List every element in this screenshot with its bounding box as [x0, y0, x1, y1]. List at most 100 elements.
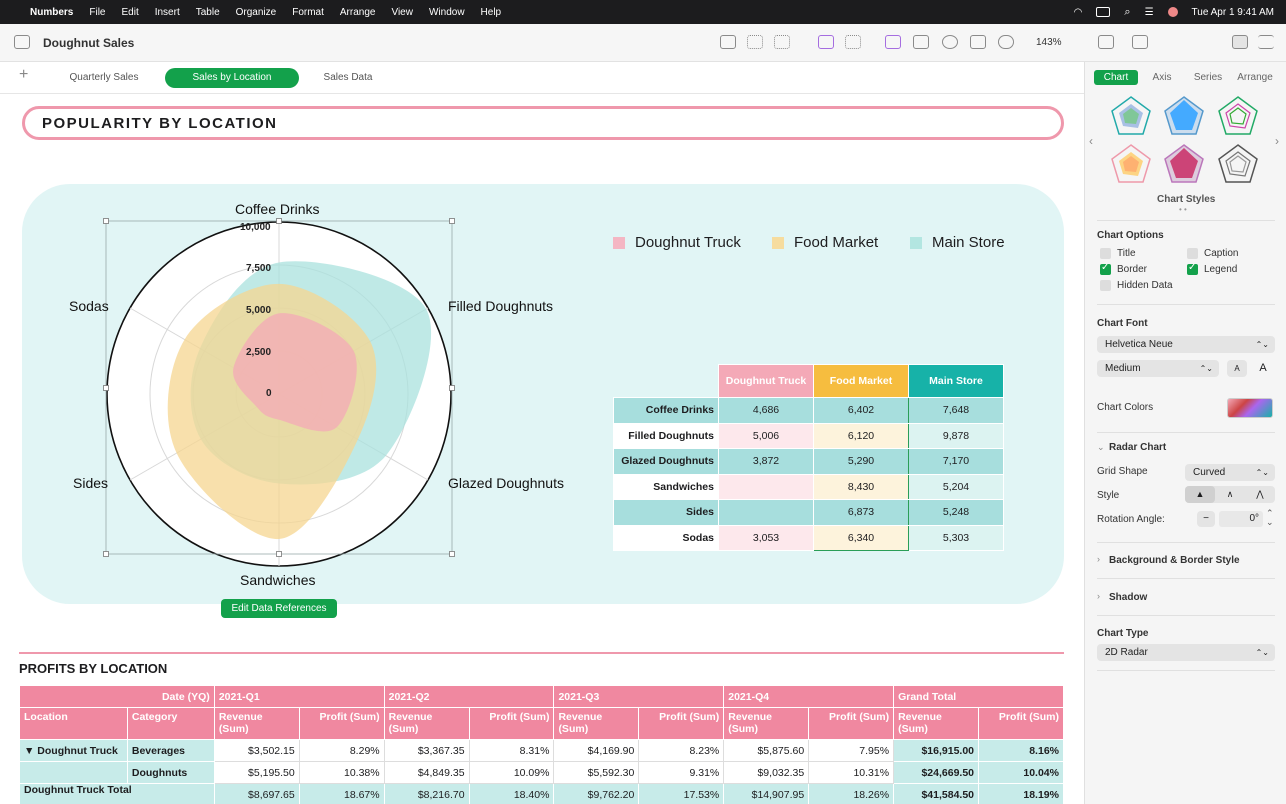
pivot-cell[interactable] [19, 761, 128, 784]
chart-style-1[interactable] [1109, 94, 1153, 138]
pivot-cell[interactable]: ▼ Doughnut Truck [19, 739, 128, 762]
menu-view[interactable]: View [391, 6, 413, 18]
pivot-cell[interactable]: $5,875.60 [723, 739, 810, 762]
radar-style-segmented[interactable]: ▲ ∧ ⋀ [1185, 486, 1275, 503]
menu-arrange[interactable]: Arrange [339, 6, 376, 18]
pivot-header-q3[interactable]: 2021-Q3 [553, 685, 725, 708]
pivot-cell[interactable]: 8.23% [638, 739, 725, 762]
title-banner[interactable]: POPULARITY BY LOCATION [22, 106, 1064, 140]
pivot-cell[interactable]: $16,915.00 [893, 739, 980, 762]
background-border-label[interactable]: Background & Border Style [1109, 555, 1240, 566]
siri-icon[interactable] [1167, 7, 1178, 17]
increase-font-button[interactable]: A [1259, 362, 1267, 374]
copy-icon[interactable] [970, 35, 986, 49]
chart-style-3[interactable] [1216, 94, 1260, 138]
chart-colors-swatch[interactable] [1227, 398, 1273, 418]
pivot-cell[interactable]: $9,762.20 [553, 783, 640, 804]
radar-disclosure-icon[interactable]: ⌄ [1097, 442, 1105, 452]
header-doughnut-truck[interactable]: Doughnut Truck [718, 364, 814, 398]
pivot-cell[interactable]: $4,849.35 [383, 761, 470, 784]
sidebar-tab-arrange[interactable]: Arrange [1237, 72, 1273, 83]
pivot-cell[interactable]: $5,592.30 [553, 761, 640, 784]
pivot-cell[interactable]: Doughnut Truck Total [19, 783, 215, 804]
control-center-icon[interactable]: ☰ [1144, 6, 1154, 18]
pivot-header-q2[interactable]: 2021-Q2 [383, 685, 555, 708]
list-icon[interactable] [747, 35, 763, 49]
shadow-disclosure-icon[interactable]: › [1097, 591, 1100, 601]
border-checkbox[interactable] [1100, 262, 1111, 275]
pivot-cell[interactable]: $4,169.90 [553, 739, 640, 762]
shape-icon[interactable] [885, 35, 901, 49]
table-cell[interactable]: 6,340 [813, 524, 909, 551]
pivot-header-cell[interactable]: Revenue (Sum) [723, 707, 810, 740]
table-cell[interactable]: 8,430 [813, 473, 909, 500]
profits-table[interactable]: Date (YQ) 2021-Q1 2021-Q2 2021-Q3 2021-Q… [19, 685, 1064, 804]
row-label[interactable]: Sandwiches [613, 473, 719, 500]
sidebar-tab-chart[interactable]: Chart [1094, 70, 1138, 85]
pivot-header-cell[interactable]: Profit (Sum) [468, 707, 555, 740]
header-food-market[interactable]: Food Market [813, 364, 909, 398]
chart-icon[interactable] [942, 35, 958, 49]
sheet-canvas[interactable]: POPULARITY BY LOCATION Coffee Drinks Fil… [0, 94, 1084, 804]
table-cell[interactable]: 3,872 [718, 448, 814, 475]
pivot-cell[interactable]: 8.31% [468, 739, 555, 762]
pivot-cell[interactable]: 18.26% [808, 783, 895, 804]
row-label[interactable]: Coffee Drinks [613, 397, 719, 424]
zoom-menu[interactable]: 143% [1036, 37, 1062, 48]
pivot-cell[interactable]: 18.67% [298, 783, 385, 804]
organize-icon[interactable] [1258, 35, 1274, 49]
tab-sales-data[interactable]: Sales Data [323, 72, 373, 83]
style-dots-icon[interactable]: ⋀ [1256, 489, 1264, 499]
menu-datetime[interactable]: Tue Apr 1 9:41 AM [1191, 6, 1274, 18]
search-icon[interactable]: ⌕ [1124, 5, 1131, 18]
menu-format[interactable]: Format [292, 6, 324, 18]
table-cell[interactable]: 6,120 [813, 422, 909, 449]
table-cell[interactable]: 6,402 [813, 397, 909, 424]
table-cell[interactable]: 7,170 [908, 448, 1004, 475]
font-family-popup[interactable]: Helvetica Neue [1097, 336, 1275, 353]
attachment-icon[interactable] [998, 35, 1014, 49]
pivot-cell[interactable]: 8.16% [978, 739, 1064, 762]
table-cell[interactable]: 5,248 [908, 499, 1004, 526]
pivot-cell[interactable]: $9,032.35 [723, 761, 810, 784]
format-brush-icon[interactable] [1232, 35, 1248, 49]
pivot-cell[interactable]: $5,195.50 [213, 761, 300, 784]
grid-shape-popup[interactable]: Curved [1185, 464, 1275, 481]
pivot-header-q4[interactable]: 2021-Q4 [723, 685, 895, 708]
table-cell[interactable]: 5,303 [908, 524, 1004, 551]
pivot-header-cell[interactable]: Revenue (Sum) [553, 707, 640, 740]
radar-chart-label[interactable]: Radar Chart [1109, 442, 1167, 453]
pivot-header-grand-total[interactable]: Grand Total [893, 685, 1064, 708]
menu-window[interactable]: Window [428, 6, 465, 18]
decrease-font-button[interactable]: A [1227, 360, 1247, 377]
table-cell[interactable]: 9,878 [908, 422, 1004, 449]
pivot-header-cell[interactable]: Revenue (Sum) [383, 707, 470, 740]
menu-organize[interactable]: Organize [235, 6, 277, 18]
chart-style-2[interactable] [1162, 94, 1206, 138]
page-dots[interactable]: • • [1179, 205, 1187, 214]
rotation-decrease-button[interactable]: − [1197, 511, 1215, 527]
pivot-header-q1[interactable]: 2021-Q1 [213, 685, 385, 708]
font-weight-popup[interactable]: Medium [1097, 360, 1219, 377]
pivot-cell[interactable]: $3,502.15 [213, 739, 300, 762]
row-label[interactable]: Glazed Doughnuts [613, 448, 719, 475]
pivot-cell[interactable]: Beverages [126, 739, 215, 762]
table-cell[interactable] [718, 473, 814, 500]
menu-table[interactable]: Table [195, 6, 220, 18]
pivot-cell[interactable]: $3,367.35 [383, 739, 470, 762]
table-add-icon[interactable] [774, 35, 790, 49]
pivot-cell[interactable]: 18.19% [978, 783, 1064, 804]
pivot-cell[interactable]: 10.04% [978, 761, 1064, 784]
sidebar-toggle-icon[interactable] [14, 35, 30, 49]
legend-checkbox[interactable] [1187, 262, 1198, 275]
chart-style-6[interactable] [1216, 142, 1260, 186]
share-icon[interactable] [1132, 35, 1148, 49]
pivot-cell[interactable]: $8,216.70 [383, 783, 470, 804]
table-cell[interactable]: 5,006 [718, 422, 814, 449]
shadow-label[interactable]: Shadow [1109, 592, 1148, 603]
tab-quarterly-sales[interactable]: Quarterly Sales [69, 72, 139, 83]
media-icon[interactable] [818, 35, 834, 49]
table-cell[interactable]: 6,873 [813, 499, 909, 526]
header-main-store[interactable]: Main Store [908, 364, 1004, 398]
comment-icon[interactable] [1098, 35, 1114, 49]
